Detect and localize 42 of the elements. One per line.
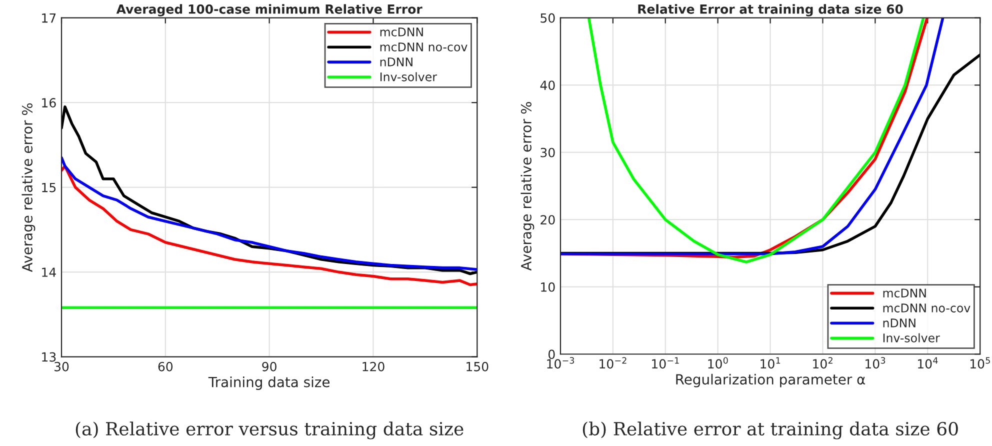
chart-title: Relative Error at training data size 60 bbox=[638, 4, 903, 16]
legend-label: mcDNN bbox=[380, 28, 423, 36]
y-tick-label: 0 bbox=[548, 350, 555, 360]
y-tick-label: 30 bbox=[540, 148, 555, 158]
x-axis-title: Regularization parameter α bbox=[676, 374, 866, 388]
y-tick-label: 17 bbox=[42, 13, 56, 23]
legend-label: mcDNN no-cov bbox=[883, 304, 970, 312]
y-axis-title: Average relative error % bbox=[520, 102, 534, 271]
x-tick-label: 10$^{1}$ bbox=[760, 357, 780, 369]
x-tick-label: 10$^{4}$ bbox=[918, 357, 938, 369]
y-tick-label: 20 bbox=[540, 215, 555, 225]
x-axis-title: Training data size bbox=[208, 376, 330, 390]
x-tick-label: 10$^{5}$ bbox=[970, 357, 990, 369]
chart-title: Averaged 100-case minimum Relative Error bbox=[116, 4, 422, 16]
x-tick-label: 30 bbox=[54, 362, 69, 372]
x-tick-label: 150 bbox=[466, 362, 488, 372]
y-tick-label: 13 bbox=[42, 352, 56, 362]
y-axis-title: Average relative error % bbox=[22, 103, 36, 272]
text: (a) Relative error versus training data size bbox=[76, 422, 464, 440]
legend-label: nDNN bbox=[380, 58, 412, 66]
legend-label: mcDNN bbox=[883, 288, 926, 298]
y-tick-label: 50 bbox=[540, 13, 555, 23]
x-tick-label: 10$^{−1}$ bbox=[652, 357, 679, 369]
legend-label: mcDNN no-cov bbox=[380, 42, 468, 52]
x-tick-label: 90 bbox=[262, 362, 276, 372]
x-tick-label: 120 bbox=[362, 362, 384, 372]
x-tick-label: 10$^{0}$ bbox=[708, 357, 728, 369]
legend-label: Inv-solver bbox=[380, 72, 437, 82]
legend-label: Inv-solver bbox=[883, 333, 940, 342]
x-tick-label: 10$^{3}$ bbox=[866, 357, 886, 369]
x-tick-label: 10$^{−2}$ bbox=[600, 357, 626, 369]
y-tick-label: 16 bbox=[42, 98, 56, 108]
legend-label: nDNN bbox=[883, 318, 916, 328]
text: (b) Relative error at training data size 60 bbox=[582, 422, 958, 440]
line-series bbox=[62, 156, 478, 271]
y-tick-label: 15 bbox=[42, 182, 56, 192]
y-tick-label: 10 bbox=[541, 282, 555, 292]
y-tick-label: 40 bbox=[540, 80, 555, 90]
line-series bbox=[62, 164, 478, 286]
x-tick-label: 10$^{2}$ bbox=[813, 357, 832, 369]
y-tick-label: 14 bbox=[42, 268, 56, 277]
x-tick-label: 60 bbox=[158, 362, 173, 372]
